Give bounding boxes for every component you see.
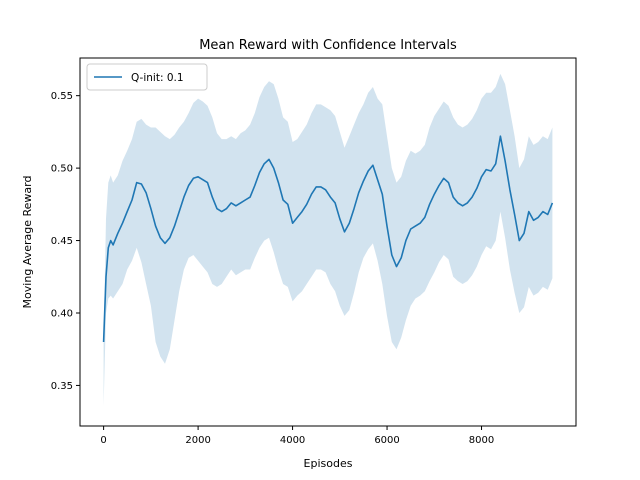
- confidence-band: [103, 73, 553, 406]
- series-line: [102, 135, 554, 343]
- axes-frame: [79, 57, 577, 427]
- y-axis: 0.35 0.40 0.45 0.50 0.55: [51, 91, 80, 392]
- y-axis-label: Moving Average Reward: [21, 176, 34, 309]
- x-tick-label: 6000: [374, 435, 399, 446]
- y-tick-label: 0.35: [51, 381, 73, 392]
- x-axis: 0 2000 4000 6000 8000: [100, 426, 494, 446]
- y-tick-label: 0.45: [51, 236, 73, 247]
- y-tick-label: 0.55: [51, 91, 73, 102]
- legend-box: [86, 63, 208, 91]
- y-tick-label: 0.50: [51, 164, 73, 175]
- x-tick-label: 2000: [185, 435, 210, 446]
- x-tick-label: 8000: [469, 435, 494, 446]
- x-tick-label: 0: [100, 435, 106, 446]
- chart-title: Mean Reward with Confidence Intervals: [199, 38, 457, 53]
- y-tick-label: 0.40: [51, 308, 73, 319]
- x-tick-label: 4000: [280, 435, 305, 446]
- plot-area: [102, 73, 554, 406]
- x-axis-label: Episodes: [304, 457, 353, 470]
- legend-entry: Q-init: 0.1: [131, 72, 184, 84]
- legend: Q-init: 0.1: [86, 63, 208, 91]
